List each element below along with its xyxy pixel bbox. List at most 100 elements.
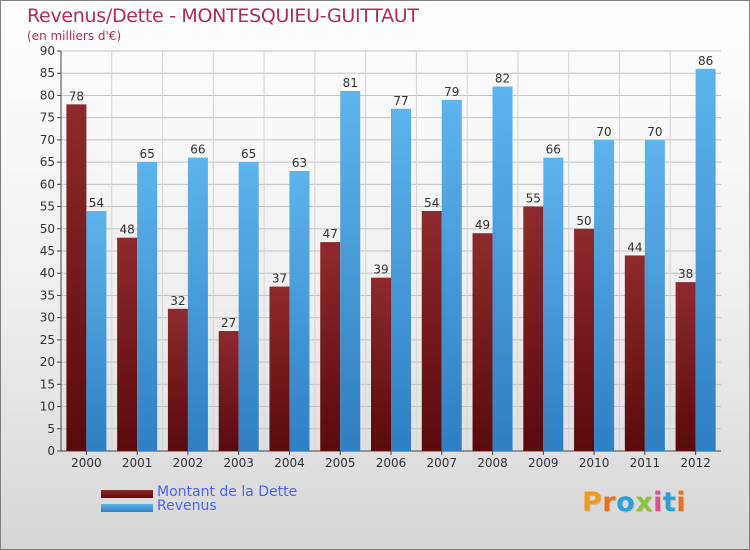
data-label-dette: 55: [526, 192, 541, 206]
bar-dette: [675, 282, 696, 451]
bar-revenus: [543, 157, 564, 451]
x-tick-label: 2008: [477, 456, 508, 470]
x-tick-label: 2011: [630, 456, 661, 470]
y-tick-label: 70: [40, 133, 55, 147]
bar-revenus: [594, 139, 615, 451]
bar-dette: [167, 308, 188, 451]
bar-dette: [66, 104, 87, 451]
y-tick-label: 35: [40, 288, 55, 302]
data-labels: 78 54 48 65 32 66 27 65 37 63 47 81 39 77 54 79 49 82 55 66…: [69, 54, 714, 330]
data-label-revenus: 66: [546, 143, 561, 157]
bar-revenus: [391, 108, 411, 452]
data-label-dette: 38: [678, 267, 693, 281]
y-tick-label: 65: [40, 155, 55, 169]
bar-dette: [523, 206, 544, 451]
x-tick-label: 2002: [173, 456, 204, 470]
x-tick-label: 2012: [680, 456, 711, 470]
data-label-revenus: 54: [89, 196, 104, 210]
bar-dette: [624, 255, 645, 451]
x-tick-label: 2004: [274, 456, 305, 470]
data-label-dette: 39: [373, 263, 388, 277]
data-label-revenus: 65: [241, 147, 256, 161]
logo-letter: x: [635, 487, 654, 518]
data-label-revenus: 81: [343, 76, 358, 90]
y-tick-label: 15: [40, 377, 55, 391]
bar-dette: [371, 277, 391, 451]
y-tick-label: 45: [40, 244, 55, 258]
bar-dette: [117, 237, 138, 451]
bar-revenus: [187, 157, 208, 451]
chart-subtitle: (en milliers d'€): [27, 29, 122, 43]
bar-revenus: [238, 162, 259, 451]
data-label-dette: 54: [424, 196, 439, 210]
data-label-dette: 32: [170, 294, 185, 308]
data-label-revenus: 82: [495, 72, 510, 86]
data-label-dette: 44: [627, 240, 642, 254]
y-tick-label: 0: [47, 444, 55, 458]
y-tick-label: 50: [40, 222, 55, 236]
bar-dette: [472, 233, 493, 451]
x-tick-label: 2000: [71, 456, 102, 470]
data-label-dette: 48: [120, 223, 135, 237]
data-label-revenus: 86: [698, 54, 713, 68]
data-label-revenus: 65: [140, 147, 155, 161]
bar-dette: [421, 211, 442, 451]
y-tick-label: 55: [40, 200, 55, 214]
y-tick-label: 30: [40, 311, 55, 325]
logo-letter: t: [662, 487, 677, 518]
x-tick-label: 2001: [122, 456, 153, 470]
bar-dette: [218, 331, 239, 451]
y-tick-label: 10: [40, 400, 55, 414]
logo-letter: o: [616, 487, 636, 518]
proxiti-logo: Proxiti: [582, 487, 686, 518]
legend-swatch-revenus: [101, 504, 153, 512]
data-label-revenus: 77: [393, 94, 408, 108]
bar-revenus: [137, 162, 158, 451]
legend-swatch-dette: [101, 490, 153, 498]
bar-revenus: [86, 211, 107, 451]
bar-revenus: [695, 68, 716, 452]
bar-dette: [574, 228, 595, 451]
y-tick-label: 75: [40, 111, 55, 125]
bar-dette: [269, 286, 290, 451]
data-label-dette: 37: [272, 272, 287, 286]
logo-letter: r: [602, 487, 617, 518]
y-tick-label: 85: [40, 66, 55, 80]
legend-label-dette: Montant de la Dette: [157, 484, 298, 500]
data-label-revenus: 79: [444, 85, 459, 99]
x-tick-label: 2007: [426, 456, 457, 470]
data-label-dette: 27: [221, 316, 236, 330]
data-label-revenus: 70: [647, 125, 662, 139]
bar-revenus: [340, 91, 361, 451]
y-tick-label: 40: [40, 266, 55, 280]
bars: [66, 68, 716, 452]
x-tick-label: 2003: [223, 456, 254, 470]
bar-revenus: [289, 171, 310, 451]
y-tick-label: 80: [40, 88, 55, 102]
data-label-dette: 50: [576, 214, 591, 228]
y-tick-label: 90: [40, 44, 55, 58]
y-tick-label: 5: [47, 422, 55, 436]
y-tick-label: 25: [40, 333, 55, 347]
bar-dette: [320, 242, 341, 451]
data-label-dette: 49: [475, 218, 490, 232]
bar-revenus: [492, 86, 513, 452]
data-label-revenus: 66: [190, 143, 205, 157]
logo-letter: i: [653, 487, 663, 518]
bar-revenus: [441, 99, 462, 451]
data-label-revenus: 70: [596, 125, 611, 139]
logo-letter: P: [582, 487, 603, 518]
y-tick-label: 60: [40, 177, 55, 191]
x-tick-label: 2010: [579, 456, 610, 470]
chart-title: Revenus/Dette - MONTESQUIEU-GUITTAUT: [27, 5, 419, 27]
bar-revenus: [644, 139, 665, 451]
data-label-revenus: 63: [292, 156, 307, 170]
logo-letter: i: [676, 487, 687, 518]
legend-label-revenus: Revenus: [157, 498, 217, 514]
data-label-dette: 47: [323, 227, 338, 241]
x-tick-label: 2006: [376, 456, 407, 470]
x-tick-label: 2009: [528, 456, 559, 470]
x-tick-label: 2005: [325, 456, 356, 470]
